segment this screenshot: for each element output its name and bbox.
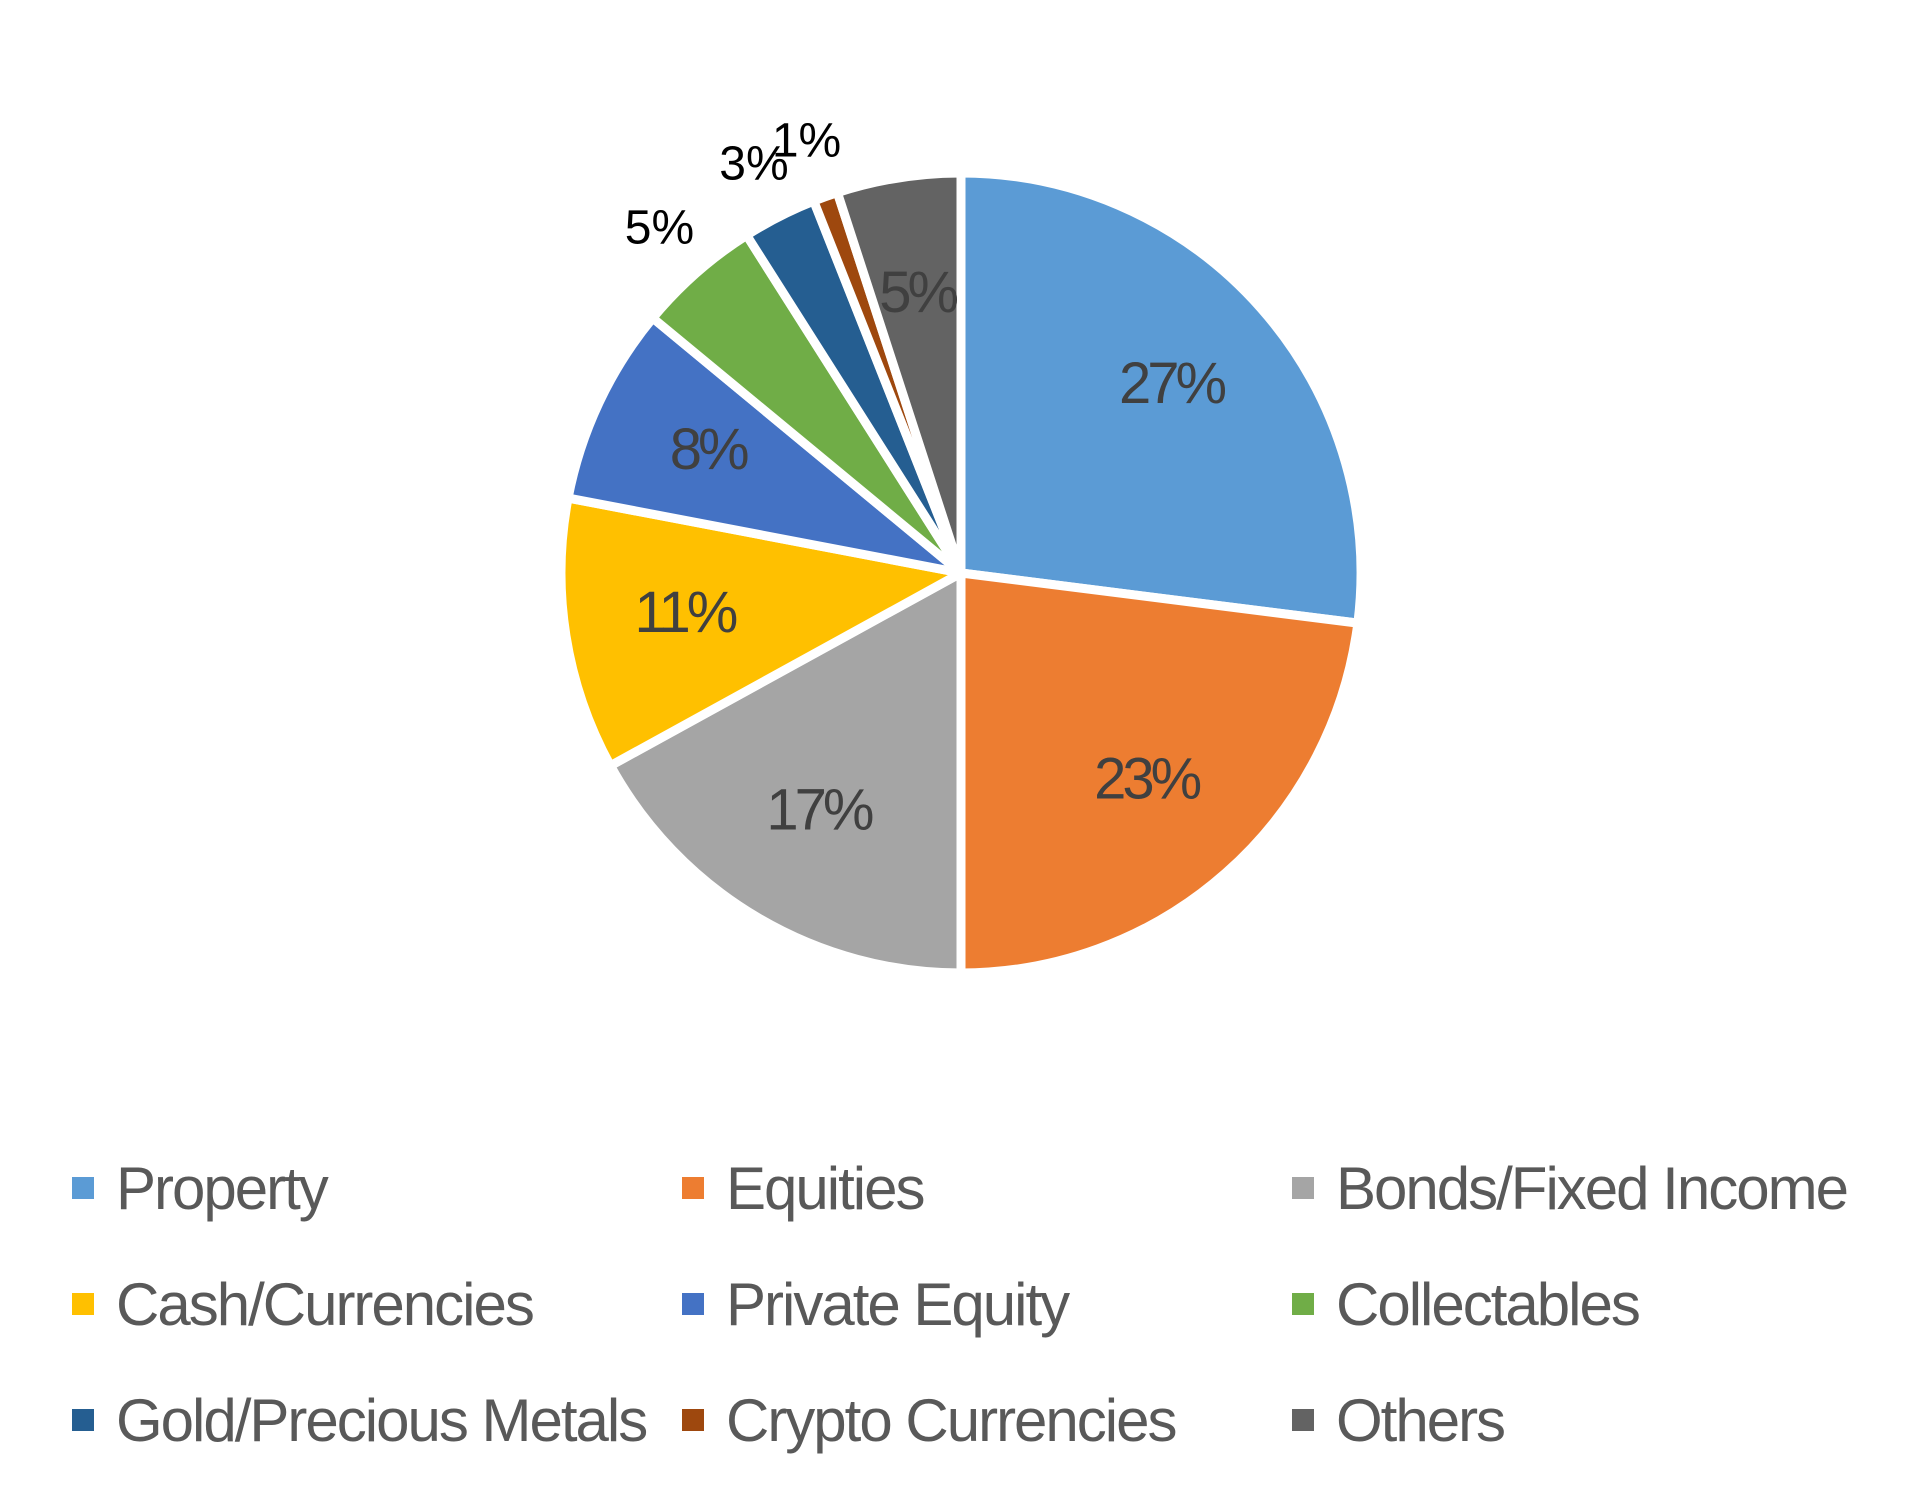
pie-slice-private-equity <box>563 313 966 578</box>
legend-label: Equities <box>726 1154 925 1222</box>
legend-item-others: Others <box>1292 1362 1872 1478</box>
pie-slice-bonds-fixed-income <box>605 568 966 978</box>
pie-slice-property <box>956 168 1366 628</box>
legend-swatch <box>72 1177 94 1199</box>
pie-slices <box>556 168 1366 978</box>
legend-item-private-equity: Private Equity <box>682 1246 1292 1362</box>
data-label: 23% <box>1094 746 1201 811</box>
legend-swatch <box>1292 1293 1314 1315</box>
legend: Property Equities Bonds/Fixed Income Cas… <box>72 1130 1872 1478</box>
data-label: 27% <box>1119 351 1226 416</box>
data-label: 5% <box>625 202 694 255</box>
data-label: 1% <box>772 115 841 168</box>
legend-label: Bonds/Fixed Income <box>1336 1154 1849 1222</box>
legend-label: Cash/Currencies <box>116 1270 535 1338</box>
pie-slice-equities <box>956 568 1363 978</box>
legend-swatch <box>682 1293 704 1315</box>
legend-swatch <box>72 1293 94 1315</box>
legend-swatch <box>72 1409 94 1431</box>
data-label: 17% <box>766 777 873 842</box>
legend-label: Property <box>116 1154 329 1222</box>
data-label: 5% <box>879 260 957 325</box>
legend-swatch <box>682 1409 704 1431</box>
legend-swatch <box>1292 1409 1314 1431</box>
legend-item-crypto-currencies: Crypto Currencies <box>682 1362 1292 1478</box>
legend-label: Others <box>1336 1386 1506 1454</box>
legend-label: Collectables <box>1336 1270 1641 1338</box>
legend-label: Crypto Currencies <box>726 1386 1177 1454</box>
data-label: 8% <box>670 417 748 482</box>
legend-label: Gold/Precious Metals <box>116 1386 648 1454</box>
pie-slice-cash-currencies <box>556 493 966 771</box>
legend-swatch <box>1292 1177 1314 1199</box>
legend-swatch <box>682 1177 704 1199</box>
pie-slice-others <box>832 168 966 578</box>
legend-item-bonds-fixed-income: Bonds/Fixed Income <box>1292 1130 1872 1246</box>
legend-item-property: Property <box>72 1130 682 1246</box>
legend-label: Private Equity <box>726 1270 1070 1338</box>
legend-item-equities: Equities <box>682 1130 1292 1246</box>
legend-item-cash-currencies: Cash/Currencies <box>72 1246 682 1362</box>
data-label: 11% <box>635 580 737 645</box>
pie-data-labels: 27% 23% 17% 11% 8% 5% 3%1% 5% <box>625 115 1230 843</box>
legend-item-gold-precious-metals: Gold/Precious Metals <box>72 1362 682 1478</box>
data-label: 3% <box>719 137 788 190</box>
legend-item-collectables: Collectables <box>1292 1246 1872 1362</box>
